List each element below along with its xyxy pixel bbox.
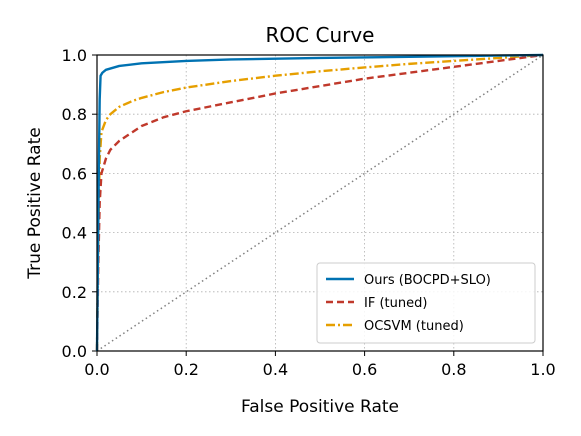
y-tick-label: 0.4 (62, 224, 87, 243)
x-tick-label: 1.0 (530, 360, 555, 379)
chart-title: ROC Curve (266, 23, 375, 47)
y-tick-label: 1.0 (62, 46, 87, 65)
x-tick-label: 0.6 (352, 360, 377, 379)
series-layer (95, 53, 544, 352)
y-tick-label: 0.8 (62, 105, 87, 124)
series-line-1 (95, 53, 544, 352)
y-tick-label: 0.0 (62, 342, 87, 361)
series-line-2 (95, 53, 544, 352)
legend-label-1: IF (tuned) (364, 296, 427, 311)
y-tick-label: 0.2 (62, 283, 87, 302)
series-line-0 (95, 53, 544, 352)
y-tick-label: 0.6 (62, 164, 87, 183)
random-diagonal-line (96, 54, 544, 352)
legend-label-0: Ours (BOCPD+SLO) (364, 273, 491, 288)
legend-label-2: OCSVM (tuned) (364, 319, 464, 334)
x-tick-label: 0.8 (441, 360, 466, 379)
plot-frame (96, 54, 544, 352)
x-tick-label: 0.4 (263, 360, 288, 379)
legend-box (316, 262, 536, 344)
legend: Ours (BOCPD+SLO) IF (tuned) OCSVM (tuned) (316, 262, 536, 344)
x-tick-label: 0.0 (84, 360, 109, 379)
grid (97, 55, 543, 351)
x-axis-label: False Positive Rate (241, 397, 399, 417)
y-axis-label: True Positive Rate (25, 127, 45, 279)
ticks: 0.0 0.2 0.4 0.6 0.8 1.0 0.0 0.2 0.4 0.6 0.8 1.0 (62, 46, 556, 379)
x-tick-label: 0.2 (173, 360, 198, 379)
